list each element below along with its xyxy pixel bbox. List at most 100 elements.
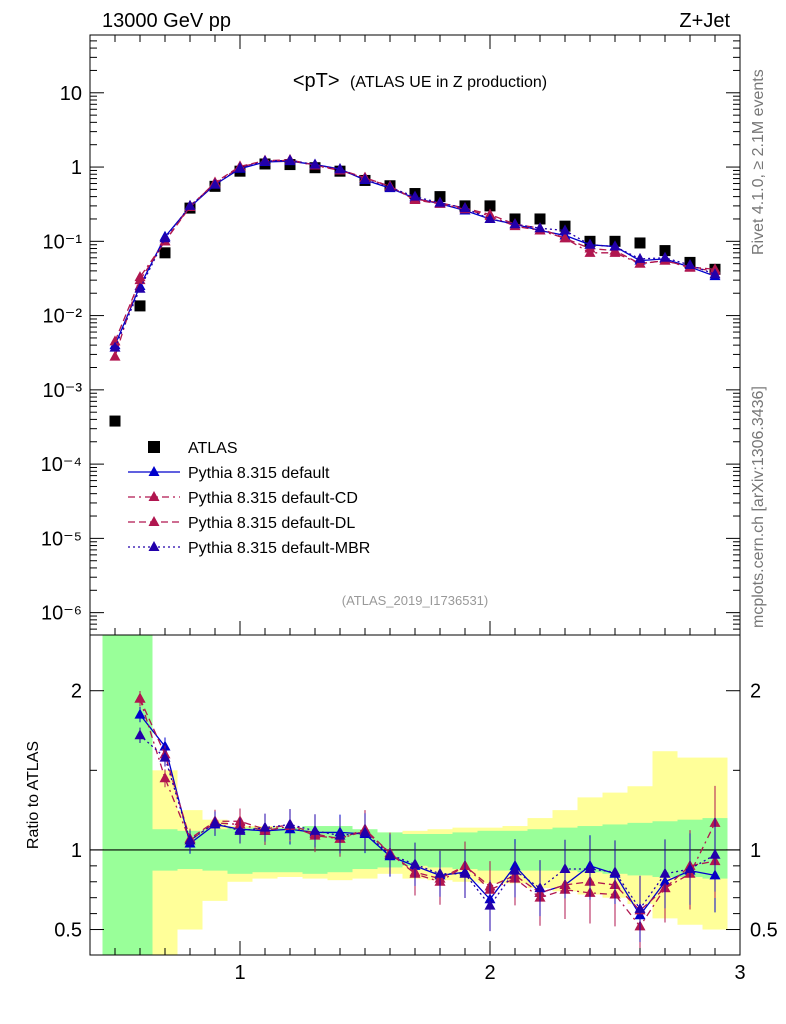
y-tick-label: 10⁻² <box>43 306 83 328</box>
ratio-point <box>209 816 221 827</box>
mc-point <box>109 350 121 361</box>
ratio-point <box>134 729 146 740</box>
x-tick-label: 2 <box>484 962 495 984</box>
ratio-point <box>534 882 546 893</box>
series-pythia-8-315-default-cd <box>109 154 721 361</box>
mc-point <box>634 252 646 263</box>
ratio-plot: 0.5 0.5 1 1 2 2 1 2 3 Ratio to ATLAS <box>25 634 778 984</box>
legend-marker <box>148 441 160 453</box>
rivet-version-label: Rivet 4.1.0, ≥ 2.1M events <box>750 69 767 255</box>
ratio-series-pythia-8-315-default-mbr <box>134 727 721 942</box>
ratio-point <box>509 864 521 875</box>
ratio-point <box>159 740 171 751</box>
legend-item: Pythia 8.315 default-CD <box>128 490 358 507</box>
mc-point <box>559 224 571 235</box>
legend: ATLAS Pythia 8.315 default Pythia 8.315 de… <box>128 440 370 557</box>
mc-point <box>259 155 271 166</box>
mc-point <box>484 212 496 223</box>
y-tick-label: 10⁻⁴ <box>41 454 82 476</box>
mc-point <box>334 163 346 174</box>
plot-title-main: <pT> <box>293 70 340 92</box>
ratio-point <box>409 858 421 869</box>
mc-point <box>409 190 421 201</box>
x-tick-label: 3 <box>734 962 745 984</box>
series-pythia-8-315-default <box>109 155 721 350</box>
mc-point <box>159 232 171 243</box>
data-point <box>534 213 546 225</box>
ratio-y-tick-label: 0.5 <box>54 920 82 942</box>
legend-item: Pythia 8.315 default <box>128 465 330 482</box>
mc-point <box>434 196 446 207</box>
legend-label: Pythia 8.315 default-CD <box>188 490 358 507</box>
legend-marker <box>148 491 160 501</box>
ratio-point <box>484 899 496 910</box>
ratio-point <box>584 863 596 874</box>
data-point <box>109 415 121 427</box>
ratio-y-tick-label: 2 <box>71 681 82 703</box>
ratio-point <box>284 818 296 829</box>
mc-point <box>359 173 371 184</box>
ratio-point <box>559 863 571 874</box>
header-process-label: Z+Jet <box>679 10 730 32</box>
syst-band <box>177 810 203 930</box>
ratio-y-tick-label: 1 <box>71 840 82 862</box>
legend-item: ATLAS <box>148 440 238 457</box>
ratio-y-tick-label-right: 2 <box>750 681 761 703</box>
ratio-point <box>134 708 146 719</box>
series-pythia-8-315-default-mbr <box>109 154 721 352</box>
analysis-reference: (ATLAS_2019_I1736531) <box>342 593 488 608</box>
ratio-point <box>184 834 196 845</box>
ratio-point <box>709 848 721 859</box>
mc-point <box>509 218 521 229</box>
legend-marker <box>148 541 160 551</box>
ratio-point <box>309 824 321 835</box>
ratio-point <box>434 867 446 878</box>
y-tick-label: 10⁻⁵ <box>41 528 82 550</box>
legend-marker <box>148 466 160 476</box>
plot-title-sub: (ATLAS UE in Z production) <box>350 74 547 91</box>
stat-band <box>127 635 153 955</box>
mc-point <box>459 202 471 213</box>
ratio-y-tick-label-right: 1 <box>750 840 761 862</box>
y-tick-label: 10⁻¹ <box>43 231 83 253</box>
legend-item: Pythia 8.315 default-MBR <box>128 540 370 557</box>
mc-point <box>534 222 546 233</box>
ratio-point <box>259 821 271 832</box>
plot-title: <pT> (ATLAS UE in Z production) <box>293 70 547 92</box>
mc-point <box>109 341 121 352</box>
y-tick-label: 10⁻⁶ <box>41 603 82 625</box>
ratio-y-axis-label: Ratio to ATLAS <box>25 741 42 849</box>
data-point <box>634 237 646 249</box>
stat-band <box>102 635 128 955</box>
ratio-point <box>334 829 346 840</box>
legend-item: Pythia 8.315 default-DL <box>128 515 355 532</box>
legend-label: Pythia 8.315 default-MBR <box>188 540 370 557</box>
ratio-point <box>634 902 646 913</box>
data-point <box>159 247 171 259</box>
legend-label: Pythia 8.315 default-DL <box>188 515 355 532</box>
data-point <box>134 300 146 312</box>
mcplots-label: mcplots.cern.ch [arXiv:1306.3436] <box>750 386 767 628</box>
ratio-point <box>459 867 471 878</box>
legend-label: Pythia 8.315 default <box>188 465 330 482</box>
ratio-point <box>384 848 396 859</box>
mc-point <box>134 274 146 285</box>
mc-point <box>184 199 196 210</box>
y-tick-label: 10⁻³ <box>43 380 83 402</box>
mc-point <box>234 162 246 173</box>
mc-point <box>209 178 221 189</box>
mc-point <box>684 258 696 269</box>
stat-band <box>627 822 653 876</box>
ratio-point <box>609 866 621 877</box>
data-point <box>484 200 496 212</box>
mc-point <box>709 268 721 279</box>
ratio-point <box>659 867 671 878</box>
ratio-point <box>159 751 171 762</box>
ratio-point <box>159 772 171 783</box>
ratio-line <box>139 698 716 912</box>
data-point <box>659 245 671 257</box>
legend-marker <box>148 516 160 526</box>
mc-point <box>559 232 571 243</box>
mc-point <box>609 240 621 251</box>
mc-point <box>384 181 396 192</box>
